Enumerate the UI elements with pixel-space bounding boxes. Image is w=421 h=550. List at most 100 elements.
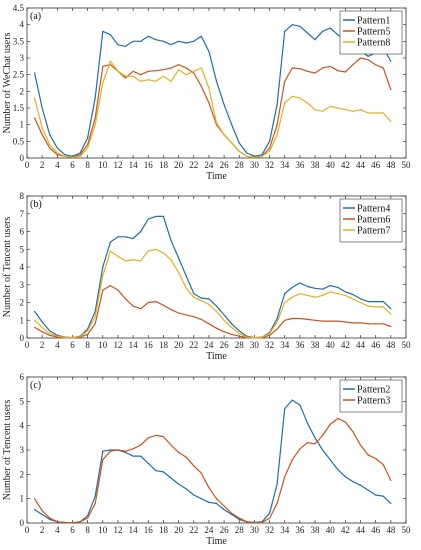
- data-point: [41, 510, 43, 512]
- data-point: [87, 144, 89, 146]
- data-point: [102, 65, 104, 67]
- data-point: [124, 75, 127, 77]
- data-point: [140, 308, 142, 310]
- data-point: [132, 238, 134, 240]
- data-point: [223, 319, 225, 321]
- x-tick-label: 32: [265, 525, 274, 535]
- data-point: [102, 289, 104, 291]
- data-point: [185, 287, 187, 289]
- data-point: [185, 67, 187, 69]
- data-point: [314, 39, 316, 41]
- x-tick-label: 34: [280, 340, 290, 350]
- data-point: [140, 74, 142, 76]
- data-point: [49, 330, 51, 332]
- x-tick-label: 48: [386, 160, 396, 170]
- data-point: [382, 464, 384, 466]
- y-tick-label: 1: [20, 494, 25, 504]
- data-point: [268, 517, 271, 519]
- data-point: [162, 471, 165, 473]
- data-point: [193, 72, 195, 74]
- data-point: [185, 488, 187, 490]
- data-point: [155, 70, 157, 72]
- data-point: [41, 513, 43, 516]
- y-tick-label: 4.5: [13, 3, 25, 13]
- data-point: [390, 60, 392, 62]
- data-point: [132, 70, 134, 72]
- y-tick-label: 2.5: [13, 70, 25, 80]
- data-point: [155, 470, 157, 472]
- data-point: [231, 124, 233, 126]
- data-point: [268, 147, 271, 149]
- data-point: [215, 310, 218, 312]
- data-point: [276, 328, 278, 330]
- data-point: [268, 334, 271, 336]
- x-tick-label: 28: [235, 340, 245, 350]
- data-point: [238, 335, 240, 337]
- x-tick-label: 12: [113, 340, 122, 350]
- data-point: [140, 260, 142, 262]
- data-point: [193, 293, 195, 295]
- data-point: [132, 455, 134, 457]
- data-point: [238, 150, 240, 152]
- series-line-pattern5: [34, 57, 392, 158]
- data-point: [382, 67, 384, 69]
- data-point: [208, 87, 210, 89]
- data-point: [33, 310, 36, 312]
- data-point: [193, 494, 195, 496]
- data-point: [49, 332, 51, 335]
- data-point: [344, 71, 346, 73]
- data-point: [215, 327, 218, 329]
- data-point: [284, 102, 286, 104]
- data-point: [56, 147, 58, 149]
- data-point: [200, 297, 202, 299]
- data-point: [337, 34, 339, 36]
- data-point: [162, 436, 165, 438]
- x-tick-label: 30: [250, 340, 260, 350]
- data-point: [87, 333, 89, 336]
- data-point: [117, 236, 119, 238]
- data-point: [268, 150, 271, 152]
- data-point: [193, 296, 195, 298]
- x-tick-label: 50: [402, 160, 412, 170]
- x-tick-label: 0: [25, 160, 30, 170]
- panel-1: 0 2 4 6 8 10 12 14 16 18 20 22 24 26 28 30 32 34 36 38 40 42 4…: [2, 3, 411, 182]
- data-point: [314, 443, 316, 445]
- x-tick-label: 10: [98, 525, 108, 535]
- series-line-pattern1: [34, 24, 392, 157]
- data-point: [94, 117, 96, 119]
- data-point: [231, 326, 233, 328]
- data-point: [359, 444, 362, 446]
- data-point: [162, 215, 165, 218]
- data-point: [375, 301, 377, 303]
- x-tick-label: 30: [250, 160, 260, 170]
- data-point: [223, 314, 225, 316]
- data-point: [344, 476, 346, 478]
- data-point: [375, 457, 377, 460]
- x-tick-label: 42: [341, 525, 350, 535]
- legend-entry: Pattern4: [357, 204, 390, 215]
- data-point: [329, 65, 331, 67]
- data-point: [117, 255, 119, 257]
- x-tick-label: 22: [189, 160, 198, 170]
- y-tick-label: 2: [20, 86, 25, 96]
- data-point: [215, 502, 218, 505]
- data-point: [178, 69, 180, 71]
- data-point: [329, 291, 331, 293]
- data-point: [359, 57, 362, 59]
- data-point: [306, 422, 309, 424]
- data-point: [359, 109, 362, 111]
- x-tick-label: 42: [341, 340, 350, 350]
- data-point: [124, 77, 127, 79]
- data-point: [147, 462, 149, 464]
- plot-frame: [26, 7, 407, 159]
- data-point: [314, 296, 316, 298]
- legend-entry: Pattern1: [357, 16, 390, 27]
- x-tick-label: 26: [220, 340, 230, 350]
- y-tick-label: 8: [20, 191, 25, 201]
- data-point: [102, 82, 104, 84]
- x-tick-label: 32: [265, 340, 274, 350]
- data-point: [124, 298, 127, 300]
- x-tick-label: 44: [356, 525, 366, 535]
- x-tick-label: 34: [280, 525, 290, 535]
- data-point: [382, 301, 384, 303]
